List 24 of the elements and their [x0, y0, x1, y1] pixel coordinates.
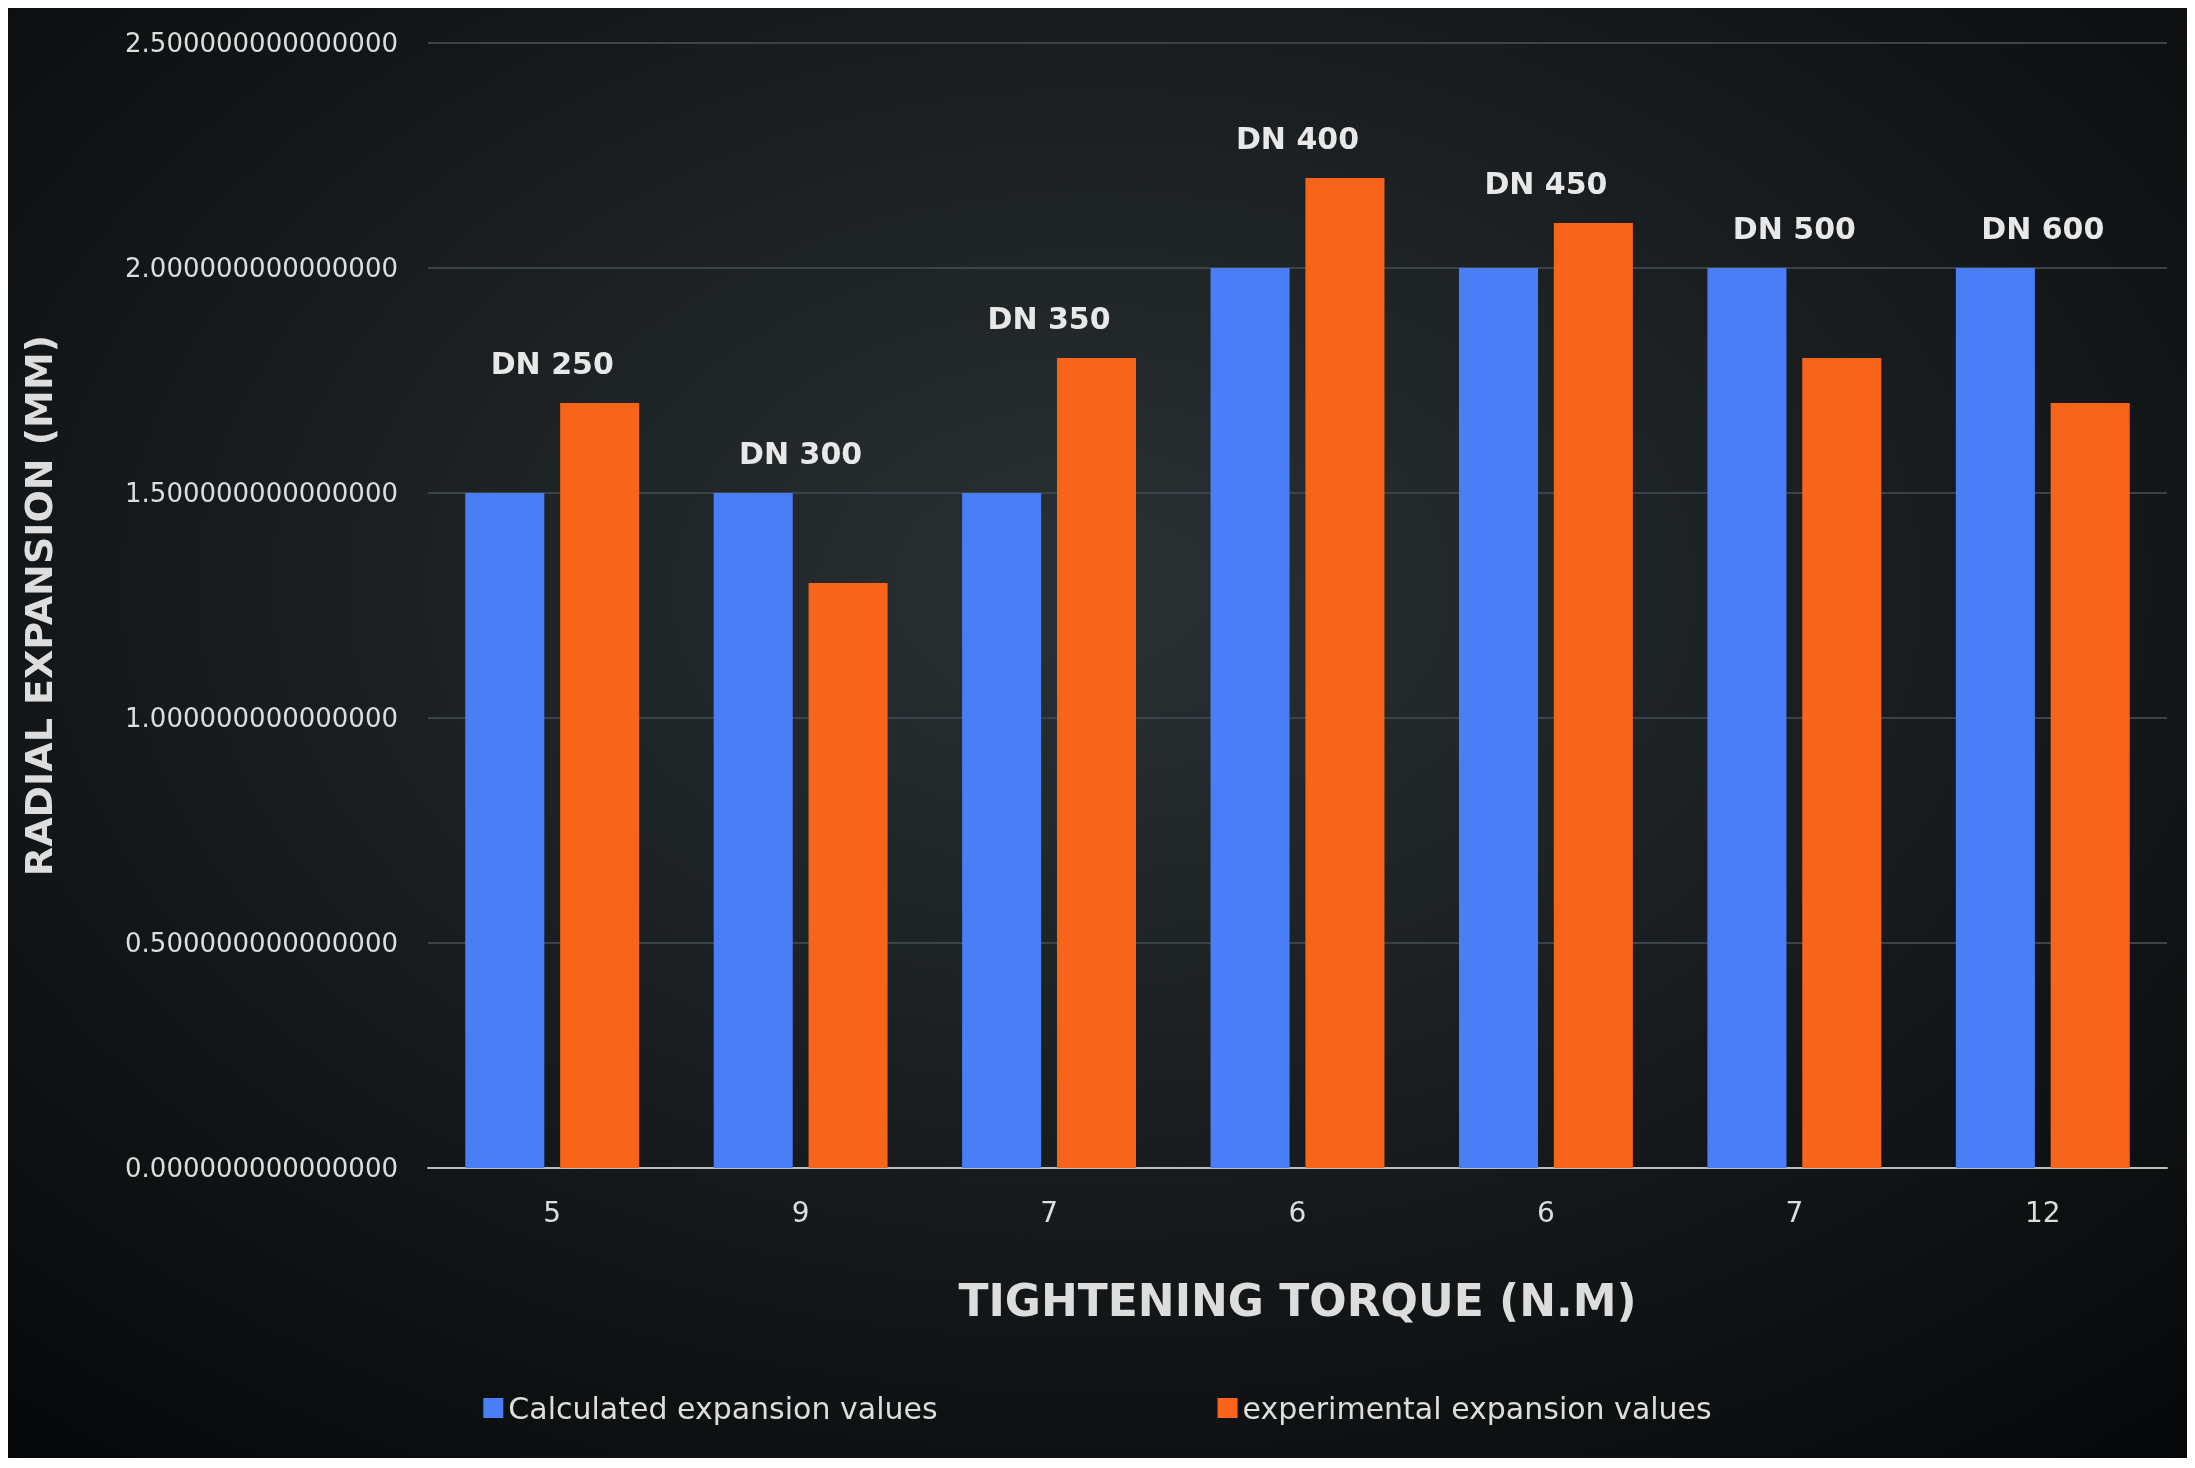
annotation: DN 600 [1981, 210, 2105, 246]
x-tick-label: 5 [543, 1195, 562, 1229]
y-tick-label: 0.000000000000000 [125, 1153, 398, 1183]
annotation: DN 450 [1484, 165, 1608, 201]
y-axis-title: RADIAL EXPANSION (MM) [17, 334, 61, 877]
x-tick-label: 6 [1537, 1195, 1555, 1229]
y-tick-label: 2.500000000000000 [125, 28, 398, 58]
y-tick-label: 1.500000000000000 [125, 478, 398, 508]
y-tick-label: 0.500000000000000 [125, 928, 398, 958]
annotation: DN 500 [1732, 210, 1856, 246]
x-tick-label: 12 [2024, 1195, 2061, 1229]
annotation: DN 300 [739, 435, 863, 471]
x-tick-label: 6 [1288, 1195, 1307, 1229]
annotation: DN 250 [490, 345, 614, 381]
annotation: DN 400 [1235, 120, 1360, 156]
x-axis-title: TIGHTENING TORQUE (N.M) [958, 1274, 1637, 1326]
x-tick-label: 7 [1040, 1195, 1058, 1229]
legend-label: experimental expansion values [1242, 1390, 1712, 1426]
y-tick-label: 2.000000000000000 [125, 253, 398, 283]
annotation: DN 350 [987, 300, 1111, 336]
x-tick-label: 7 [1785, 1195, 1804, 1229]
y-tick-label: 1.000000000000000 [125, 703, 398, 733]
legend-label: Calculated expansion values [508, 1390, 938, 1426]
x-tick-label: 9 [791, 1195, 810, 1229]
